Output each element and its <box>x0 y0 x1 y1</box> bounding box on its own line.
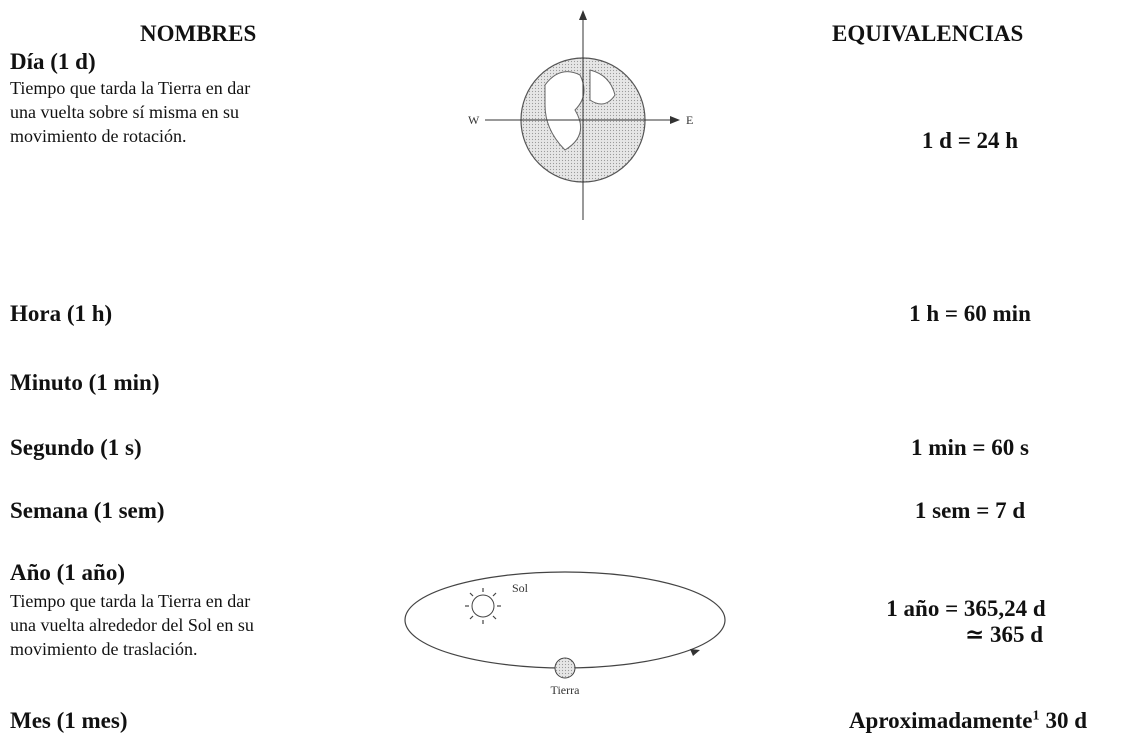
item-name: Minuto (1 min) <box>10 370 160 395</box>
item-name: Semana (1 sem) <box>10 498 165 523</box>
item-name: Segundo (1 s) <box>10 435 142 460</box>
item-description: movimiento de traslación. <box>10 639 198 659</box>
item-name: Día (1 d) <box>10 49 96 74</box>
label-earth: Tierra <box>551 683 581 697</box>
label-west: W <box>468 113 480 127</box>
header-equivalences: EQUIVALENCIAS <box>832 21 1024 46</box>
item-name: Hora (1 h) <box>10 301 113 326</box>
equivalence-text: Aproximadamente <box>848 708 1033 733</box>
label-sun: Sol <box>512 581 529 595</box>
equivalence-value: 30 d <box>1045 708 1088 733</box>
header-names: NOMBRES <box>140 21 257 46</box>
translation-diagram: Sol Tierra <box>404 571 726 697</box>
item-description: movimiento de rotación. <box>10 126 187 146</box>
rotation-diagram: W E <box>468 10 693 220</box>
equivalence: Aproximadamente1 30 d <box>849 709 1087 732</box>
item-name: Mes (1 mes) <box>10 708 128 733</box>
equivalence: ≃ 365 d <box>964 622 1044 647</box>
equivalence: 1 d = 24 h <box>921 128 1019 153</box>
footnote-mark: 1 <box>1032 708 1040 724</box>
equivalence: 1 h = 60 min <box>909 301 1031 326</box>
equivalence: 1 año = 365,24 d <box>886 596 1046 621</box>
label-east: E <box>686 113 693 127</box>
item-description: una vuelta alrededor del Sol en su <box>10 615 254 635</box>
item-description: Tiempo que tarda la Tierra en dar <box>10 78 251 98</box>
equivalence: 1 min = 60 s <box>911 435 1029 460</box>
item-name: Año (1 año) <box>10 560 126 585</box>
equivalence: 1 sem = 7 d <box>914 498 1026 523</box>
item-description: una vuelta sobre sí misma en su <box>10 102 239 122</box>
item-description: Tiempo que tarda la Tierra en dar <box>10 591 251 611</box>
